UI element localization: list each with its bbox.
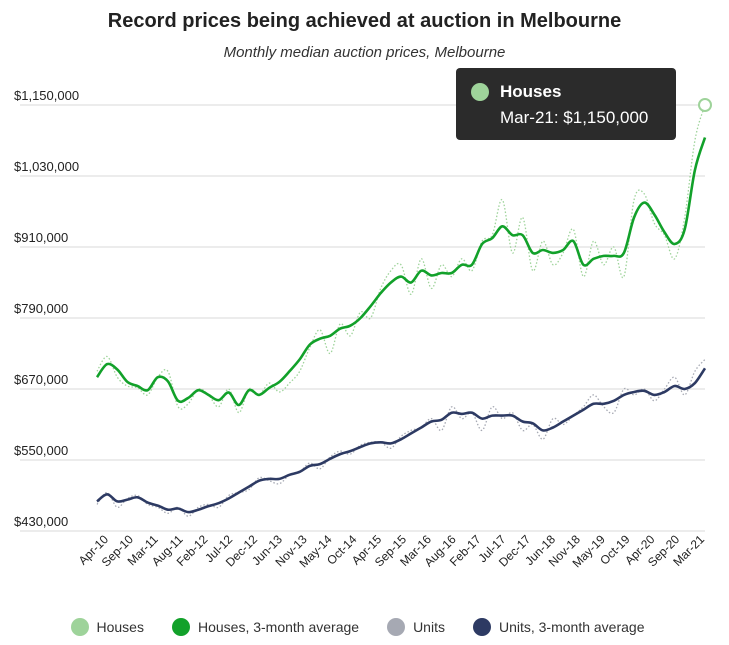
series-units-average-line xyxy=(96,367,707,514)
grid-lines xyxy=(20,104,705,532)
series-units-line xyxy=(96,358,706,517)
legend-label-houses: Houses xyxy=(96,619,144,635)
y-tick-label: $430,000 xyxy=(14,514,68,529)
series-houses-average-line xyxy=(95,137,707,407)
tooltip: Houses Mar-21: $1,150,000 xyxy=(456,68,676,140)
hover-marker xyxy=(698,98,712,112)
chart-title: Record prices being achieved at auction … xyxy=(107,10,622,32)
y-tick-label: $790,000 xyxy=(14,301,68,316)
y-tick-label: $1,150,000 xyxy=(14,88,79,103)
legend-item-units[interactable]: Units xyxy=(387,618,445,636)
legend-dot-units-average xyxy=(472,618,491,636)
y-tick-label: $1,030,000 xyxy=(14,159,79,174)
tooltip-series-name: Houses xyxy=(500,82,562,101)
legend-dot-units xyxy=(387,618,406,636)
y-tick-label: $910,000 xyxy=(14,230,68,245)
hover-point[interactable] xyxy=(698,98,712,112)
legend-dot-houses-average xyxy=(171,618,190,636)
chart-subtitle: Monthly median auction prices, Melbourne xyxy=(223,44,506,61)
y-tick-label: $670,000 xyxy=(14,372,68,387)
legend-label-units-average: Units, 3-month average xyxy=(498,619,645,635)
legend-item-houses-average[interactable]: Houses, 3-month average xyxy=(171,618,360,636)
legend-item-units-average[interactable]: Units, 3-month average xyxy=(472,618,645,636)
series-houses-line xyxy=(96,104,706,414)
legend-label-units: Units xyxy=(413,619,445,635)
y-axis-ticks: $1,150,000 $1,030,000 $910,000 $790,000 $670… xyxy=(14,88,79,529)
tooltip-value: Mar-21: $1,150,000 xyxy=(500,108,649,127)
x-axis-ticks: Apr-10Sep-10Mar-11Aug-11Feb-12Jul-12Dec-… xyxy=(76,532,708,570)
legend-item-houses[interactable]: Houses xyxy=(70,618,144,636)
legend-dot-houses xyxy=(70,618,89,636)
y-tick-label: $550,000 xyxy=(14,443,68,458)
legend: Houses Houses, 3-month average Units Uni… xyxy=(0,614,729,640)
tooltip-series-dot xyxy=(471,83,489,101)
series-lines xyxy=(95,104,707,517)
line-chart: $1,150,000 $1,030,000 $910,000 $790,000 $670… xyxy=(14,88,712,570)
legend-label-houses-average: Houses, 3-month average xyxy=(197,619,360,635)
